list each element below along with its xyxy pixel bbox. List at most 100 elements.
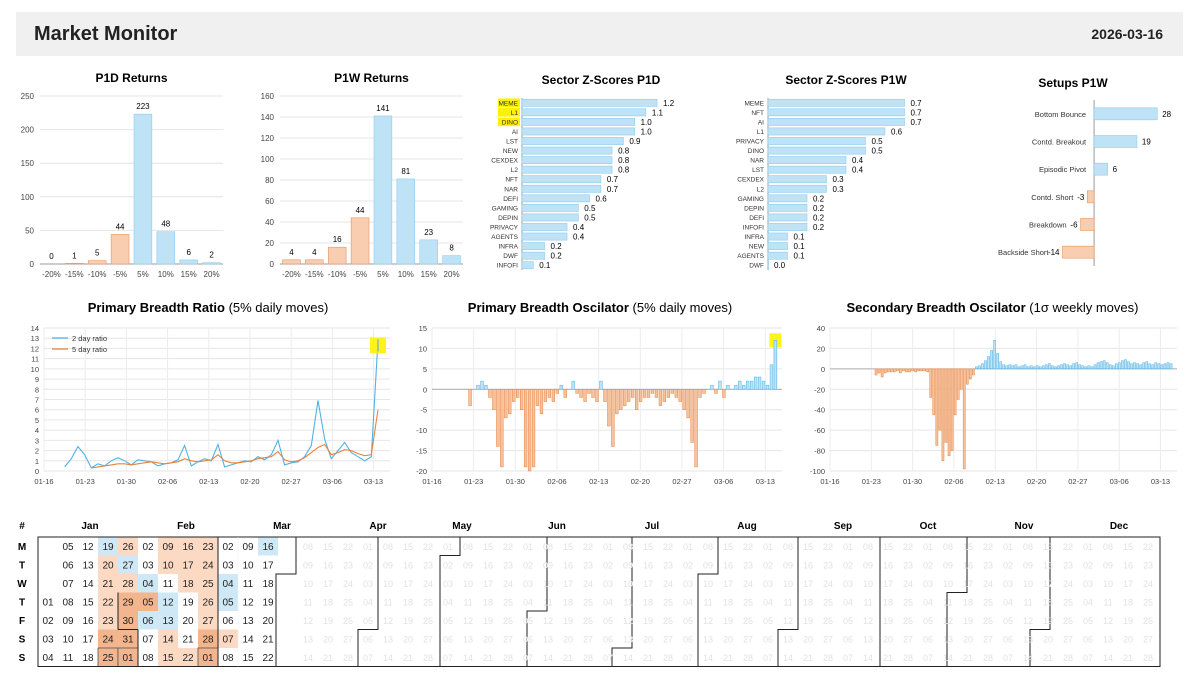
calendar-day-faint: 12 [863,616,873,626]
bar [521,165,613,174]
calendar-cell [38,611,58,630]
data-label: 44 [116,222,125,231]
category-label: INFOFI [497,263,518,270]
month-label: Jul [645,521,660,532]
category-label: PRIVACY [490,225,519,232]
sector-zscores-p1d-chart: Sector Z-Scores P1D MEME 1.2 L1 1.1 DINO 1.0 AI… [490,73,675,270]
data-label: 0.6 [891,127,903,136]
calendar-day-faint: 11 [463,598,472,608]
category-label: MEME [499,100,519,107]
calendar-day-faint: 04 [603,598,613,608]
calendar-day-faint: 15 [483,542,493,552]
bar [975,366,978,370]
calendar-day: 16 [82,616,94,627]
calendar-day-faint: 25 [823,598,833,608]
calendar-day-faint: 24 [423,579,433,589]
bar [984,360,987,370]
x-tick-label: 01-23 [76,477,95,486]
bar [972,368,975,376]
category-label: DEFI [749,215,764,222]
calendar-day-faint: 22 [1063,542,1073,552]
calendar-cell [78,611,98,630]
calendar-day-faint: 14 [703,653,713,663]
calendar-day-faint: 12 [703,616,713,626]
calendar-day-faint: 13 [783,635,793,645]
bar [1041,365,1045,370]
bar [932,368,936,416]
calendar-day-faint: 03 [843,579,853,589]
bar [521,108,647,117]
bar [476,384,480,390]
bar [738,380,742,390]
calendar-day-faint: 24 [503,579,513,589]
calendar-day-faint: 10 [303,579,313,589]
chart-title: Sector Z-Scores P1D [542,73,661,87]
category-label: Contd. Breakout [1032,138,1087,147]
data-label: 0.5 [584,204,596,213]
bar [1111,365,1115,370]
calendar-day: 24 [102,635,114,646]
calendar-day-faint: 20 [723,635,733,645]
calendar-cell [138,592,158,611]
data-label: 0.3 [833,175,845,184]
calendar-cell [78,592,98,611]
calendar-day-faint: 05 [443,616,453,626]
series-line [91,409,379,469]
chart-title-main: Primary Breadth Ratio [88,300,229,315]
calendar-day-faint: 25 [1063,598,1073,608]
calendar-cell [238,629,258,648]
bar [987,356,990,370]
calendar-day-faint: 02 [363,561,373,571]
calendar-day: 10 [242,561,254,572]
bar [899,368,902,374]
calendar-day-faint: 15 [883,542,893,552]
data-label: 0.1 [794,242,806,251]
calendar-day-faint: 22 [663,542,673,552]
data-label: 0.4 [573,233,585,242]
calendar-cell [198,629,218,648]
bar [682,389,686,410]
bar [999,361,1003,370]
calendar-day: 08 [62,598,74,609]
calendar-day-faint: 18 [963,598,973,608]
category-label: L2 [757,186,765,193]
y-tick-label: 40 [817,324,825,333]
calendar-day-faint: 02 [1083,561,1093,571]
x-tick-label: -20% [282,270,301,279]
calendar-cell [38,648,58,667]
calendar-day-faint: 04 [763,598,773,608]
category-label: NEW [749,244,765,251]
bar [1020,365,1024,370]
calendar-day-faint: 07 [763,653,773,663]
bar [1057,365,1060,370]
data-label: 0.4 [852,156,864,165]
x-tick-label: 02-13 [199,477,218,486]
bar [678,389,682,402]
calendar-cell [178,555,198,574]
bar [950,368,954,451]
calendar-day-faint: 23 [1063,561,1073,571]
calendar-day: 01 [122,653,134,664]
calendar-day-faint: 06 [683,635,693,645]
bar [642,389,647,398]
calendar-day-faint: 04 [1003,598,1013,608]
category-label: NFT [751,110,764,117]
calendar-day-faint: 15 [323,542,333,552]
bar [1093,107,1158,121]
calendar-cell [38,555,58,574]
calendar-day-faint: 23 [503,561,513,571]
calendar-day: 29 [122,598,134,609]
calendar-day-faint: 08 [783,542,793,552]
bar [767,165,847,174]
calendar-day-faint: 26 [663,616,673,626]
calendar-day-faint: 05 [603,616,613,626]
calendar-cell [98,555,118,574]
bar [519,389,524,410]
bar [631,389,635,398]
calendar-cell [118,592,138,611]
calendar-day: 07 [62,579,74,590]
month-label: Sep [834,521,852,532]
calendar-day-faint: 28 [823,653,833,663]
data-label: 0.7 [607,185,619,194]
calendar-day-faint: 21 [403,653,413,663]
